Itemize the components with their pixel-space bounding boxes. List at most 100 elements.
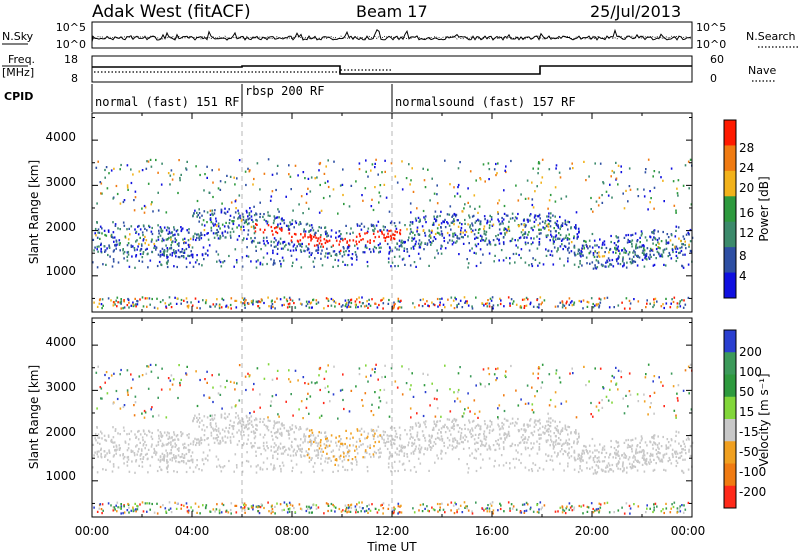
velocity-cell bbox=[127, 455, 130, 459]
power-cell bbox=[220, 211, 223, 214]
power-cell bbox=[592, 306, 595, 309]
power-cell bbox=[252, 220, 254, 223]
velocity-cell bbox=[306, 507, 309, 511]
power-cell bbox=[209, 213, 212, 216]
power-cell bbox=[206, 232, 208, 235]
velocity-cell bbox=[362, 456, 364, 459]
velocity-cell bbox=[326, 437, 328, 440]
power-cell bbox=[337, 264, 339, 268]
velocity-cell bbox=[652, 435, 654, 439]
power-cell bbox=[153, 246, 155, 249]
power-cell bbox=[291, 299, 294, 302]
velocity-cell bbox=[168, 435, 171, 438]
velocity-cell bbox=[682, 458, 684, 461]
velocity-cell bbox=[202, 504, 204, 507]
power-cell bbox=[486, 305, 489, 308]
power-cell bbox=[657, 230, 659, 233]
power-cell bbox=[596, 266, 599, 269]
velocity-cell bbox=[524, 448, 527, 451]
velocity-cell bbox=[644, 441, 647, 444]
velocity-cell bbox=[294, 369, 297, 372]
velocity-cell bbox=[388, 451, 391, 454]
velocity-cell bbox=[562, 508, 564, 511]
power-cell bbox=[150, 230, 153, 233]
power-cell bbox=[373, 240, 375, 243]
velocity-cell bbox=[391, 466, 394, 469]
velocity-cell bbox=[130, 373, 132, 376]
velocity-cell bbox=[601, 399, 603, 402]
power-cell bbox=[123, 306, 126, 309]
velocity-cell bbox=[338, 507, 341, 511]
velocity-cell bbox=[574, 458, 577, 462]
velocity-cell bbox=[632, 460, 635, 463]
power-cell bbox=[520, 306, 523, 309]
power-cell bbox=[557, 237, 560, 240]
power-cell bbox=[613, 171, 615, 174]
power-cell bbox=[254, 236, 256, 240]
velocity-cell bbox=[348, 410, 351, 413]
power-cell bbox=[223, 211, 226, 214]
velocity-cell bbox=[424, 423, 426, 426]
velocity-cell bbox=[612, 456, 614, 459]
velocity-cell bbox=[339, 454, 342, 457]
power-cell bbox=[237, 212, 240, 215]
power-cell bbox=[653, 304, 655, 307]
velocity-cell bbox=[188, 459, 190, 463]
power-cell bbox=[411, 222, 414, 225]
power-cell bbox=[273, 227, 276, 230]
velocity-cell bbox=[170, 511, 173, 514]
velocity-cell bbox=[339, 439, 341, 443]
power-cell bbox=[311, 252, 313, 255]
power-cell bbox=[126, 259, 129, 262]
velocity-cell bbox=[488, 431, 491, 435]
velocity-cell bbox=[658, 451, 660, 454]
velocity-cell bbox=[101, 512, 103, 515]
power-cell bbox=[421, 305, 424, 308]
power-cell bbox=[479, 228, 481, 231]
velocity-cell bbox=[687, 468, 690, 471]
power-cell bbox=[167, 237, 169, 241]
power-cell bbox=[372, 232, 375, 235]
velocity-cell bbox=[483, 432, 485, 436]
power-cell bbox=[252, 301, 254, 304]
power-cell bbox=[128, 301, 130, 304]
power-cell bbox=[613, 242, 616, 245]
velocity-cell bbox=[541, 381, 544, 384]
velocity-cell bbox=[295, 438, 297, 441]
power-cell bbox=[389, 249, 392, 252]
power-cell bbox=[573, 251, 576, 254]
power-cell bbox=[470, 230, 473, 234]
velocity-cell bbox=[597, 459, 600, 462]
velocity-cell bbox=[288, 437, 291, 440]
power-cell bbox=[190, 254, 192, 257]
power-cell bbox=[297, 240, 300, 243]
power-cell bbox=[157, 191, 159, 194]
power-cell bbox=[430, 243, 432, 246]
velocity-cell bbox=[459, 426, 461, 430]
power-cell bbox=[122, 252, 125, 255]
power-cell bbox=[288, 164, 290, 167]
velocity-cell bbox=[171, 457, 174, 460]
velocity-cell bbox=[676, 452, 679, 455]
power-cell bbox=[371, 163, 374, 166]
velocity-cell bbox=[562, 453, 564, 456]
power-cell bbox=[456, 304, 458, 307]
power-cell bbox=[552, 242, 555, 245]
velocity-cell bbox=[564, 450, 567, 453]
power-cell bbox=[402, 240, 405, 243]
velocity-cell bbox=[557, 442, 560, 445]
velocity-cell bbox=[189, 442, 192, 445]
power-cell bbox=[375, 224, 378, 227]
velocity-panel: Slant Range [km] 1000 2000 3000 4000 bbox=[27, 317, 694, 518]
velocity-cell bbox=[112, 436, 115, 439]
power-cell bbox=[635, 243, 638, 246]
power-cell bbox=[310, 253, 312, 256]
power-cell bbox=[675, 259, 678, 263]
velocity-cell bbox=[502, 423, 505, 426]
power-cell bbox=[358, 240, 360, 243]
power-cell bbox=[285, 195, 287, 198]
velocity-cell bbox=[252, 504, 254, 507]
power-cell bbox=[642, 249, 644, 252]
velocity-cell bbox=[229, 439, 232, 442]
power-cell bbox=[514, 216, 517, 219]
